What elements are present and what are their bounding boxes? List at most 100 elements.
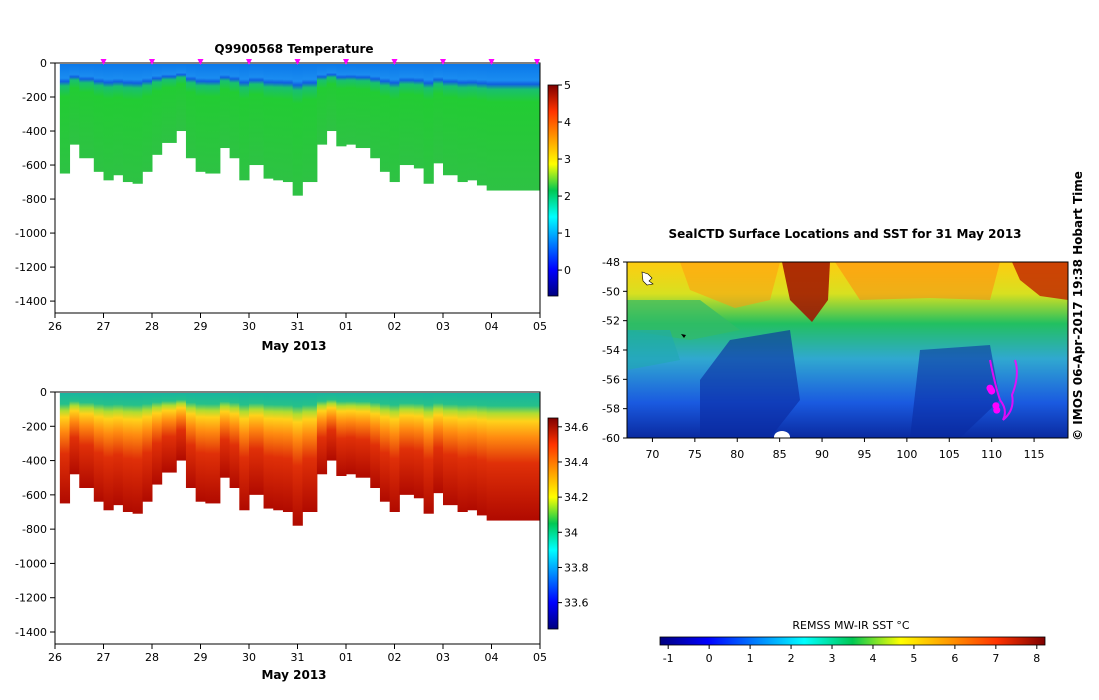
profile-marker <box>488 59 495 65</box>
profile-marker <box>100 59 107 65</box>
profile-column <box>389 64 400 183</box>
colorbar-tick-label: 34.2 <box>564 491 589 504</box>
profile-column <box>59 64 71 174</box>
colorbar-tick-label: 34 <box>564 526 578 539</box>
profile-column <box>239 393 250 511</box>
cold-region-2 <box>910 345 1000 438</box>
profile-column <box>346 64 357 145</box>
profile-column <box>79 393 95 488</box>
profile-column <box>195 64 206 172</box>
y-tick-label: -600 <box>22 159 47 172</box>
profile-column <box>195 393 206 502</box>
colorbar-tick-label: 5 <box>564 79 571 92</box>
salinity-colorbar-ticks: 33.6 33.8 34 34.2 34.4 34.6 <box>558 421 589 610</box>
profile-column <box>263 393 274 509</box>
salinity-x-axis: 26 27 28 29 30 31 01 02 03 04 05 <box>48 644 547 664</box>
x-tick-label: 01 <box>339 651 353 664</box>
profile-column <box>316 64 328 145</box>
profile-column <box>316 393 328 475</box>
sst-map-latitude-axis: -48 -50 -52 -54 -56 -58 -60 <box>602 256 627 445</box>
profile-column <box>302 64 318 183</box>
lon-tick-label: 105 <box>939 448 960 461</box>
cool-region-west <box>627 330 680 370</box>
x-tick-label: 28 <box>145 651 159 664</box>
profile-column <box>399 393 415 495</box>
y-tick-label: 0 <box>40 386 47 399</box>
profile-column <box>399 64 415 166</box>
temperature-x-axis: 26 27 28 29 30 31 01 02 03 04 05 <box>48 313 547 333</box>
profile-column <box>413 64 425 169</box>
profile-column <box>249 64 265 166</box>
x-tick-label: 31 <box>291 320 305 333</box>
profile-column <box>263 64 274 179</box>
sst-colorbar-tick-label: 2 <box>788 652 795 665</box>
sst-map-panel: SealCTD Surface Locations and SST for 31… <box>602 227 1069 665</box>
temperature-title: Q9900568 Temperature <box>214 42 373 56</box>
sst-colorbar-label: REMSS MW-IR SST °C <box>792 619 910 632</box>
x-tick-label: 02 <box>388 320 402 333</box>
profile-column <box>229 393 240 488</box>
profile-column <box>292 393 303 526</box>
x-tick-label: 30 <box>242 651 256 664</box>
temperature-profiles <box>59 64 541 196</box>
colorbar-tick-label: 33.6 <box>564 597 589 610</box>
x-tick-label: 26 <box>48 320 62 333</box>
lon-tick-label: 100 <box>896 448 917 461</box>
profile-column <box>103 64 114 181</box>
profile-column <box>161 393 177 473</box>
sst-map-longitude-axis: 70 75 80 85 90 95 100 105 110 115 <box>645 438 1045 461</box>
sst-colorbar-tick-label: 7 <box>992 652 999 665</box>
profile-column <box>69 393 80 475</box>
profile-column <box>282 64 294 183</box>
profile-column <box>457 64 468 183</box>
lat-tick-label: -52 <box>602 315 620 328</box>
y-tick-label: -600 <box>22 489 47 502</box>
sst-features <box>627 262 1068 443</box>
profile-column <box>346 393 357 475</box>
temperature-section-panel: Q9900568 Temperature 0 -200 -400 -600 -800 -1… <box>15 42 571 353</box>
profile-column <box>336 393 347 476</box>
colorbar-tick-label: 2 <box>564 190 571 203</box>
seal-track <box>989 359 1018 421</box>
colorbar-tick-label: 34.4 <box>564 456 589 469</box>
profile-column <box>273 393 284 511</box>
lon-tick-label: 95 <box>857 448 871 461</box>
profile-column <box>379 393 391 502</box>
profile-column <box>379 64 391 172</box>
x-tick-label: 26 <box>48 651 62 664</box>
profile-column <box>486 393 541 521</box>
y-tick-label: -200 <box>22 420 47 433</box>
island <box>774 431 790 443</box>
lat-tick-label: -60 <box>602 432 620 445</box>
profile-column <box>355 393 371 478</box>
temperature-colorbar <box>547 84 559 297</box>
warm-region-central <box>835 262 1000 300</box>
profile-column <box>292 64 303 196</box>
lon-tick-label: 70 <box>645 448 659 461</box>
profile-column <box>476 393 488 516</box>
lat-tick-label: -50 <box>602 285 620 298</box>
sst-colorbar-tick-label: -1 <box>663 652 674 665</box>
x-tick-label: 02 <box>388 651 402 664</box>
cold-region-1 <box>700 330 800 438</box>
lon-tick-label: 110 <box>981 448 1002 461</box>
profile-column <box>152 64 163 155</box>
profile-column <box>467 64 478 181</box>
warm-region-west <box>680 262 780 308</box>
profile-column <box>132 64 143 184</box>
sst-map-title: SealCTD Surface Locations and SST for 31… <box>668 227 1021 241</box>
sst-colorbar-tick-label: 8 <box>1033 652 1040 665</box>
sst-colorbar-tick-label: 4 <box>869 652 876 665</box>
seal-surface-locations <box>986 384 1001 414</box>
profile-column <box>93 64 104 172</box>
warm-eddy-2 <box>1012 262 1068 300</box>
lon-tick-label: 75 <box>688 448 702 461</box>
profile-column <box>103 393 114 511</box>
profile-column <box>219 64 231 149</box>
colorbar-tick-label: 34.6 <box>564 421 589 434</box>
colorbar-tick-label: 33.8 <box>564 561 589 574</box>
salinity-section-panel: 0-200-400-600-800-1000-1200-1400 26 27 28 2… <box>15 386 588 682</box>
y-tick-label: -1200 <box>15 261 47 274</box>
y-tick-label: -1200 <box>15 592 47 605</box>
